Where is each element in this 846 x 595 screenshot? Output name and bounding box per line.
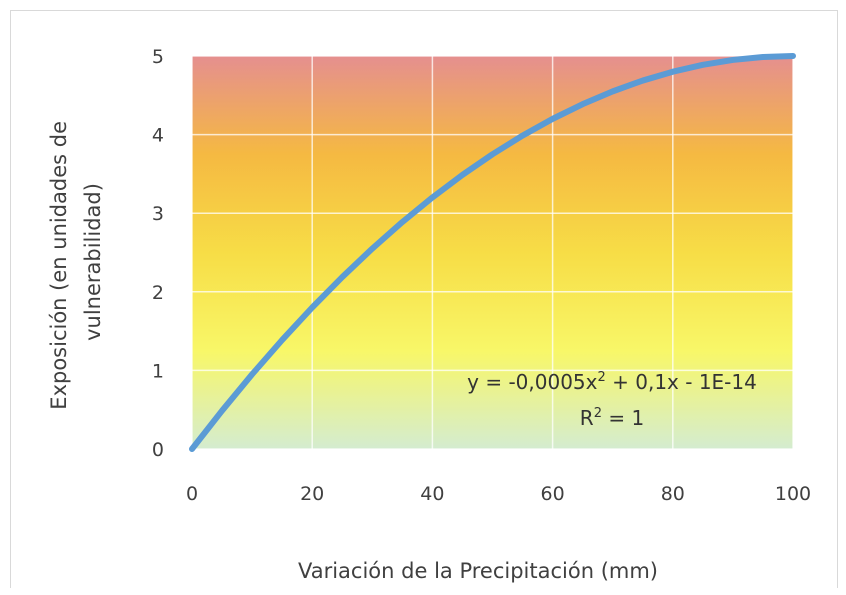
y-tick-label: 2: [152, 282, 164, 304]
y-tick-label: 5: [152, 46, 164, 68]
r-squared-label: R2 = 1: [580, 406, 644, 430]
x-tick-label: 80: [661, 483, 685, 505]
y-axis-title-line-1: Exposición (en unidades de: [47, 121, 71, 410]
y-tick-label: 0: [152, 439, 164, 461]
y-axis-title-line-2: vulnerabilidad): [81, 183, 105, 341]
y-tick-label: 1: [152, 360, 164, 382]
x-tick-label: 100: [775, 483, 811, 505]
y-tick-label: 4: [152, 125, 164, 147]
series-line: [189, 53, 796, 452]
gridlines: [191, 55, 794, 450]
x-axis-ticks: 0 20 40 60 80 100: [186, 483, 811, 505]
x-axis-title: Variación de la Precipitación (mm): [298, 559, 658, 583]
y-axis-ticks: 0 1 2 3 4 5: [152, 46, 164, 461]
y-axis-title: Exposición (en unidades de vulnerabilida…: [47, 114, 105, 409]
x-tick-label: 20: [300, 483, 324, 505]
x-tick-label: 40: [420, 483, 444, 505]
x-tick-label: 60: [541, 483, 565, 505]
chart-frame: [10, 10, 838, 588]
plot-area-background: [192, 56, 793, 449]
x-tick-label: 0: [186, 483, 198, 505]
trendline-equation: y = -0,0005x2 + 0,1x - 1E-14: [467, 370, 757, 394]
y-tick-label: 3: [152, 203, 164, 225]
